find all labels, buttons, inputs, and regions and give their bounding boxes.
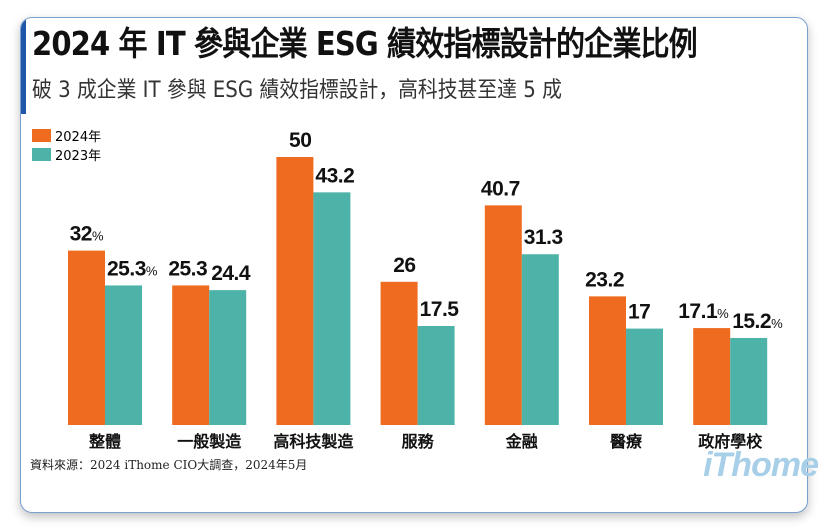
unit-label: %	[771, 316, 783, 331]
bar-2024年-一般製造	[172, 285, 210, 425]
accent-stripe	[21, 18, 26, 114]
data-label: 25.3%	[107, 257, 158, 280]
unit-label: %	[717, 306, 729, 321]
data-label: 31.3	[524, 226, 563, 249]
category-label: 一般製造	[177, 432, 242, 451]
bar-2024年-高科技製造	[276, 157, 314, 425]
data-label: 17.1%	[678, 300, 729, 323]
chart-card	[20, 17, 808, 513]
chart-title: 2024 年 IT 參與企業 ESG 績效指標設計的企業比例	[32, 24, 698, 63]
data-label: 50	[289, 129, 311, 152]
source-note: 資料來源：2024 iThome CIO大調查，2024年5月	[30, 458, 308, 472]
bar-2023年-醫療	[626, 328, 663, 425]
data-label: 23.2	[585, 268, 624, 291]
category-label: 高科技製造	[273, 432, 354, 451]
bar-2023年-一般製造	[209, 290, 247, 425]
bar-2023年-金融	[521, 254, 559, 425]
category-label: 醫療	[610, 432, 643, 451]
data-label: 17	[628, 301, 650, 324]
bar-2024年-金融	[484, 205, 522, 425]
bar-2024年-服務	[380, 281, 418, 425]
legend-2024: 2024年	[32, 126, 101, 145]
data-label: 43.2	[315, 164, 354, 187]
category-label: 服務	[402, 432, 435, 451]
category-label: 整體	[88, 432, 121, 451]
unit-label: %	[92, 229, 104, 244]
bar-2023年-整體	[105, 285, 142, 425]
bar-2023年-服務	[417, 326, 455, 425]
data-label: 24.4	[211, 262, 251, 285]
data-label: 26	[393, 254, 415, 277]
legend-swatch-2024	[32, 129, 51, 142]
bar-2024年-政府學校	[693, 328, 731, 425]
data-label: 15.2%	[732, 310, 783, 333]
legend-swatch-2023	[32, 148, 51, 161]
unit-label: %	[146, 263, 158, 278]
legend-2023: 2023年	[32, 145, 101, 164]
chart-subtitle: 破 3 成企業 IT 參與 ESG 績效指標設計，高科技甚至達 5 成	[32, 78, 562, 103]
category-label: 金融	[505, 432, 538, 451]
category-label: 政府學校	[698, 432, 763, 451]
data-label: 32%	[70, 223, 104, 246]
ithome-logo: iThome	[703, 446, 819, 484]
bar-2024年-整體	[68, 250, 105, 425]
data-label: 17.5	[420, 298, 460, 321]
bar-2023年-高科技製造	[313, 192, 351, 425]
legend-label-2023: 2023年	[55, 149, 102, 164]
bar-2024年-醫療	[589, 296, 626, 425]
data-label: 40.7	[481, 177, 520, 200]
data-label: 25.3	[168, 257, 207, 280]
legend-label-2024: 2024年	[55, 130, 102, 145]
bar-2023年-政府學校	[730, 337, 768, 425]
